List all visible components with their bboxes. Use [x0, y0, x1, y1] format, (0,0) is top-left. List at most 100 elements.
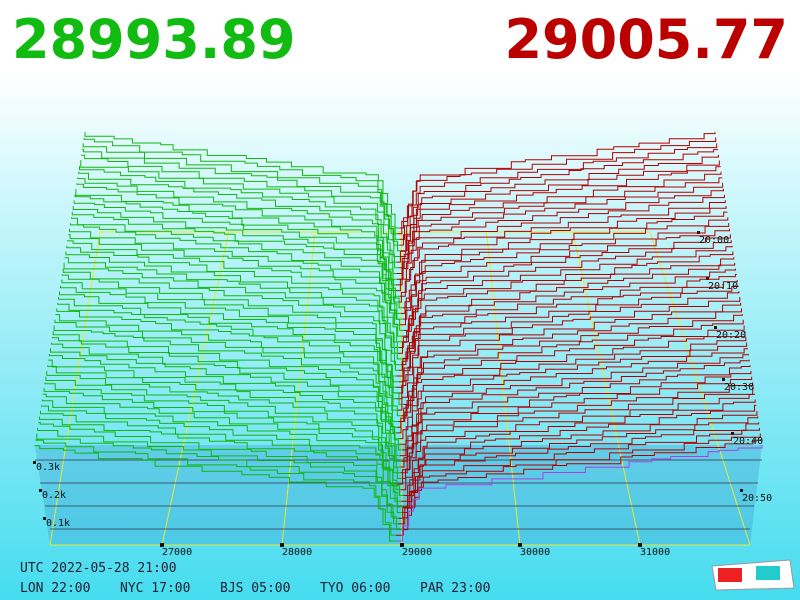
ask-depth-line — [398, 285, 739, 383]
bid-depth-line — [82, 143, 400, 240]
ask-depth-line — [399, 251, 734, 348]
volume-label: 0.3k — [36, 462, 60, 473]
bid-depth-line — [52, 331, 398, 428]
price-label: 29000 — [402, 547, 432, 558]
bid-depth-line — [80, 160, 400, 257]
time-label: 20:00 — [699, 235, 729, 246]
ask-depth-line — [398, 427, 760, 525]
bid-depth-line — [42, 393, 401, 491]
bid-depth-line — [56, 308, 404, 405]
ask-depth-line — [399, 348, 748, 445]
bid-depth-line — [45, 376, 401, 474]
ask-depth-line — [396, 188, 724, 286]
time-tick — [706, 277, 709, 280]
time-tick — [722, 378, 725, 381]
bid-depth-line — [46, 371, 401, 468]
bid-depth-line — [70, 223, 403, 320]
ask-depth-line — [401, 319, 744, 417]
bid-depth-line — [73, 200, 400, 297]
price-tick — [638, 543, 642, 547]
ask-depth-line — [396, 439, 762, 536]
bid-depth-line — [70, 217, 401, 314]
volume-tick — [33, 461, 36, 464]
bid-depth-line — [37, 427, 399, 525]
bid-depth-line — [84, 132, 400, 229]
ask-depth-line — [398, 257, 735, 354]
ask-depth-line — [402, 211, 728, 309]
ask-depth-line — [396, 445, 763, 542]
time-label: 20:30 — [724, 382, 754, 393]
3d-glasses-icon — [711, 559, 795, 591]
ask-depth-line — [401, 365, 751, 462]
ask-depth-line — [399, 143, 718, 240]
time-tick — [731, 432, 734, 435]
price-tick — [518, 543, 522, 547]
bid-depth-line — [62, 268, 402, 366]
bid-depth-line — [71, 211, 403, 309]
ask-depth-line — [396, 387, 754, 485]
clock-label: LON 22:00 — [20, 581, 90, 596]
bid-depth-line — [80, 154, 401, 252]
ask-depth-line — [399, 342, 748, 440]
ask-depth-line — [396, 302, 742, 400]
bid-depth-line — [50, 348, 400, 445]
bid-depth-line — [40, 410, 404, 508]
ask-depth-line — [398, 422, 760, 519]
ask-depth-line — [400, 217, 729, 314]
price-grid-line — [572, 231, 641, 546]
ask-depth-line — [397, 206, 727, 303]
floor-left-edge — [49, 231, 101, 546]
clock-label: TYO 06:00 — [320, 581, 390, 596]
ask-price: 29005.77 — [504, 8, 788, 71]
bid-depth-line — [68, 234, 404, 331]
volume-tick — [39, 489, 42, 492]
price-tick — [160, 543, 164, 547]
volume-tick — [43, 517, 46, 520]
bid-depth-line — [63, 262, 404, 360]
price-label: 28000 — [282, 547, 312, 558]
ask-depth-line — [396, 194, 725, 292]
bid-depth-line — [44, 382, 402, 479]
price-label: 31000 — [640, 547, 670, 558]
labels: 27000 28000 29000 30000 31000 0.3k 0.2k 0.1k 20:… — [20, 235, 772, 596]
bid-depth-line — [77, 177, 397, 274]
bid-price: 28993.89 — [12, 8, 296, 71]
bid-depth-line — [60, 285, 399, 383]
ask-depth-line — [397, 331, 746, 428]
time-tick — [740, 489, 743, 492]
bid-depth-line — [75, 188, 396, 286]
bid-depth-line — [69, 228, 400, 326]
bid-depth-line — [57, 302, 397, 400]
ask-depth-line — [400, 393, 755, 491]
time-label: 20:40 — [733, 436, 763, 447]
bid-depth-line — [74, 194, 397, 292]
ask-depth-line — [396, 182, 724, 280]
price-label: 30000 — [520, 547, 550, 558]
floor-right-edge — [649, 231, 751, 546]
bid-depth-line — [79, 166, 397, 263]
bid-depth-line — [67, 240, 403, 337]
volume-label: 0.1k — [46, 518, 70, 529]
utc-time: UTC 2022-05-28 21:00 — [20, 561, 177, 576]
ask-depth-line — [400, 228, 730, 326]
time-label: 20:50 — [742, 493, 772, 504]
bid-depth-line — [39, 416, 404, 513]
clock-label: PAR 23:00 — [420, 581, 490, 596]
floor-shade — [35, 445, 762, 545]
ask-depth-line — [396, 291, 740, 388]
ask-depth-line — [396, 166, 721, 263]
bid-depth-line — [78, 171, 400, 269]
ask-depth-line — [398, 273, 737, 371]
price-label: 27000 — [162, 547, 192, 558]
ask-depth-line — [399, 171, 722, 269]
bid-depth-line — [53, 325, 399, 422]
time-label: 20:10 — [708, 281, 738, 292]
ask-depth-line — [400, 160, 720, 257]
ask-depth-line — [399, 200, 726, 297]
ask-depth-line — [399, 149, 719, 246]
price-grid-line — [281, 231, 316, 546]
bid-depth-line — [49, 353, 403, 451]
depth-lines — [34, 132, 763, 542]
clock-label: BJS 05:00 — [220, 581, 290, 596]
